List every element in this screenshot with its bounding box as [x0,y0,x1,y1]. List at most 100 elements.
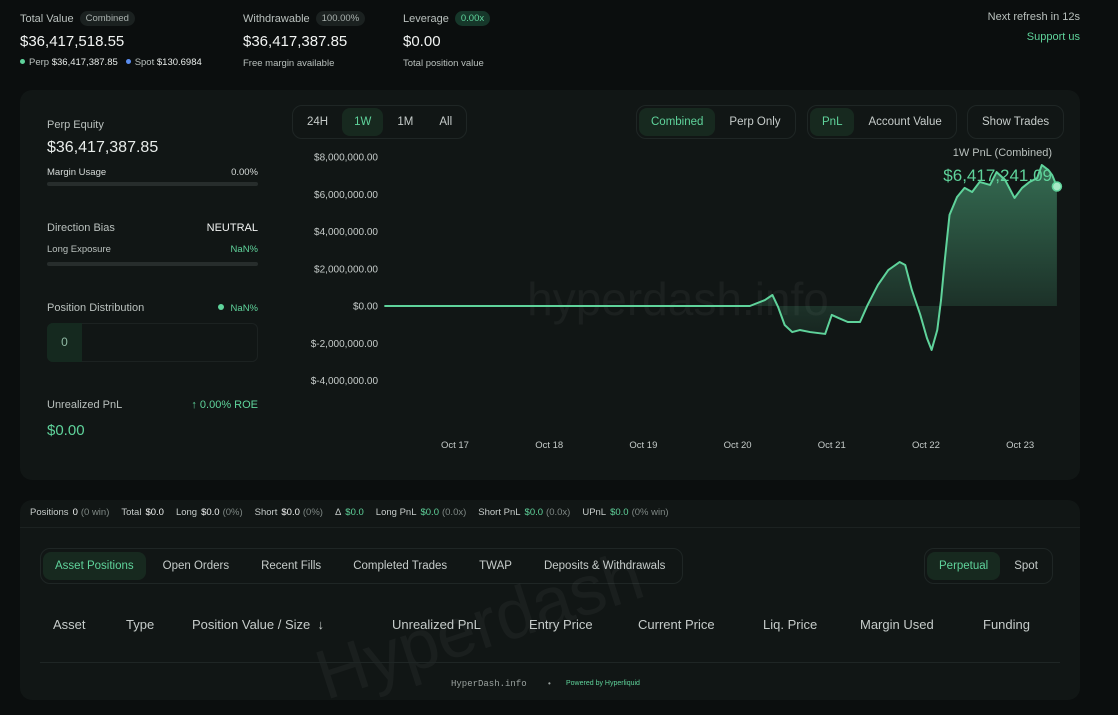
stat-label: Short [254,507,278,518]
tab[interactable]: Completed Trades [353,560,448,572]
margin-bar [47,182,258,186]
stat: Total $0.0 [121,507,164,518]
total-value-amount: $36,417,518.55 [20,33,125,50]
stat-note: (0%) [302,507,323,518]
chart-title: 1W PnL (Combined) [953,147,1052,159]
x-tick-label: Oct 18 [535,440,563,451]
tab[interactable]: Open Orders [162,560,230,572]
roe-value: 0.00% ROE [199,399,258,411]
stat-value: $0.0 [201,507,220,518]
stat-value: $0.0 [281,507,300,518]
stat: Long PnL $0.0 (0.0x) [376,507,466,518]
last-point [1051,181,1063,192]
stat-label: Short PnL [478,507,521,518]
view-tab[interactable]: Perp Only [729,116,781,128]
stat: Positions 0 (0 win) [30,507,109,518]
perp-dot [20,59,25,64]
stat-label: Δ [334,507,342,518]
column-header[interactable]: Current Price [638,617,715,632]
tab[interactable]: Asset Positions [43,552,146,580]
range-tab[interactable]: 24H [307,116,329,128]
positions-panel [20,500,1080,700]
divider [20,527,1080,528]
tab[interactable]: TWAP [479,560,512,572]
spot-value: $130.6984 [156,57,202,68]
withdrawable-amount: $36,417,387.85 [243,33,348,50]
range-tab[interactable]: 1M [397,116,414,128]
table-divider [40,662,1060,663]
line [384,164,1058,351]
stat-note: (0% win) [631,507,669,518]
range-tabs: 24H 1W 1M All [292,105,468,139]
leverage-amount: $0.00 [403,33,441,50]
roe: ↑ 0.00% ROE [191,399,258,411]
y-tick-label: $0.00 [353,302,378,313]
metric-tabs: PnL Account Value [807,105,957,139]
tab[interactable]: Deposits & Withdrawals [543,560,666,572]
show-trades-group: Show Trades [967,105,1065,139]
column-header[interactable]: Unrealized PnL [392,617,481,632]
x-tick-label: Oct 20 [724,440,752,451]
column-header[interactable]: Type [126,617,155,632]
stat-note: (0.0x) [546,507,571,518]
stat: Short $0.0 (0%) [255,507,323,518]
column-header[interactable]: Position Value / Size ↓ [192,617,324,632]
stat: Long $0.0 (0%) [176,507,243,518]
perp-equity-value: $36,417,387.85 [47,139,159,156]
spot-label: Spot [134,57,155,68]
perp-equity-label: Perp Equity [47,119,104,131]
y-tick-label: $6,000,000.00 [314,190,378,201]
y-tick-label: $-4,000,000.00 [311,376,379,387]
perp-label: Perp [29,57,50,68]
view-tab[interactable]: Combined [639,108,716,136]
breakdown: Perp $36,417,387.85 Spot $130.6984 [20,57,202,68]
leverage-sub: Total position value [403,58,484,69]
footer-powered: Powered by Hyperliquid [566,680,640,687]
stat-value: $0.0 [345,507,364,518]
margin-label: Margin Usage [47,167,107,178]
tab[interactable]: Recent Fills [261,560,322,572]
label: Total Value [20,13,74,25]
stat-value: 0 [72,507,78,518]
badge: 100.00% [315,11,366,26]
badge: Combined [79,11,135,26]
dot [217,304,224,310]
direction-value: NEUTRAL [206,222,258,234]
range-tab[interactable]: 1W [342,108,384,136]
exposure-label: Long Exposure [47,244,111,255]
metric-tab[interactable]: Account Value [868,116,942,128]
badge: 0.00x [454,11,491,26]
column-header[interactable]: Margin Used [860,617,934,632]
dashboard: Total Value Combined $36,417,518.55 Perp … [20,11,1080,689]
stat-label: Long PnL [375,507,417,518]
stat-value: $0.0 [524,507,544,518]
stat: Short PnL $0.0 (0.0x) [478,507,570,518]
watermark: hyperdash.info [527,273,829,325]
stat-value: $0.0 [420,507,439,518]
stat-note: (0%) [222,507,243,518]
exposure-value: NaN% [230,244,258,255]
column-header[interactable]: Entry Price [529,617,593,632]
distribution-label: Position Distribution [47,302,145,314]
stat-note: (0.0x) [441,507,467,518]
market-tab[interactable]: Perpetual [927,552,1001,580]
distribution-count: 0 [47,323,82,362]
column-header[interactable]: Funding [983,617,1030,632]
metric-tab[interactable]: PnL [810,108,855,136]
column-header[interactable]: Liq. Price [763,617,818,632]
view-tabs: Combined Perp Only [636,105,796,139]
stat-label: Total [121,507,142,518]
stat-note: (0 win) [80,507,110,518]
withdrawable: Withdrawable 100.00% [243,11,366,26]
show-trades[interactable]: Show Trades [982,116,1050,128]
stat: UPnL $0.0 (0% win) [582,507,668,518]
column-header[interactable]: Asset [53,617,86,632]
support-link[interactable]: Support us [1026,31,1080,43]
direction-label: Direction Bias [47,222,115,234]
range-tab[interactable]: All [439,116,453,128]
x-tick-label: Oct 19 [629,440,657,451]
unrealized-label: Unrealized PnL [47,399,123,411]
withdrawable-sub: Free margin available [243,58,335,69]
market-tab[interactable]: Spot [1014,560,1038,572]
refresh: Next refresh in 12s [987,11,1080,23]
